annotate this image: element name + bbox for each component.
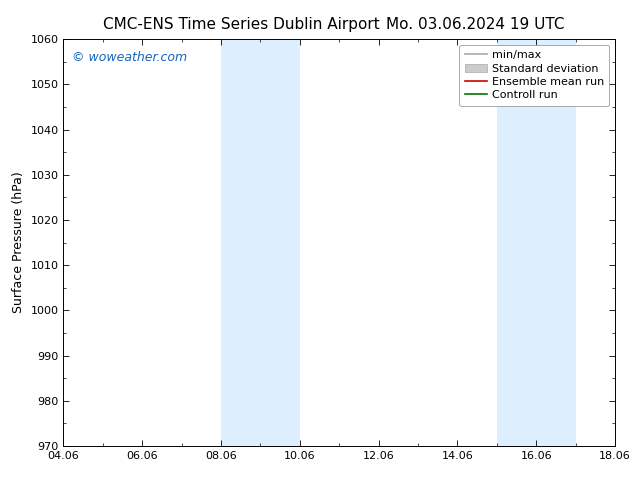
Bar bbox=[221, 39, 261, 446]
Bar bbox=[536, 39, 576, 446]
Text: Mo. 03.06.2024 19 UTC: Mo. 03.06.2024 19 UTC bbox=[386, 17, 565, 32]
Bar bbox=[261, 39, 300, 446]
Legend: min/max, Standard deviation, Ensemble mean run, Controll run: min/max, Standard deviation, Ensemble me… bbox=[460, 45, 609, 106]
Text: © woweather.com: © woweather.com bbox=[72, 51, 187, 64]
Bar bbox=[497, 39, 536, 446]
Y-axis label: Surface Pressure (hPa): Surface Pressure (hPa) bbox=[12, 172, 25, 314]
Text: CMC-ENS Time Series Dublin Airport: CMC-ENS Time Series Dublin Airport bbox=[103, 17, 379, 32]
